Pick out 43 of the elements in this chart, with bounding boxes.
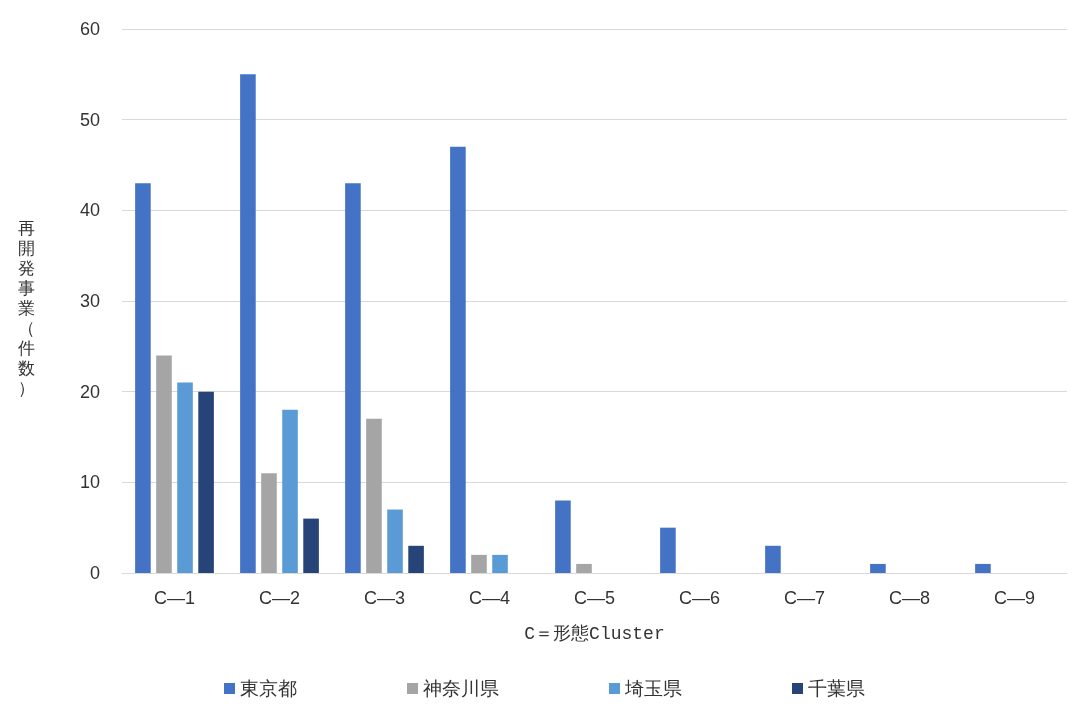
x-axis-title: C＝形態Cluster — [524, 624, 665, 644]
y-tick-label: 10 — [79, 472, 100, 493]
x-tick-label: C—8 — [888, 588, 931, 608]
x-tick-label: C—3 — [363, 588, 406, 608]
x-tick-label: C—1 — [153, 588, 196, 608]
y-tick-label: 20 — [79, 381, 100, 402]
bar — [261, 473, 277, 573]
x-tick-label: C—9 — [993, 588, 1036, 608]
y-tick-label: 50 — [79, 109, 100, 130]
bar — [450, 146, 466, 573]
bar — [240, 74, 256, 573]
bar — [471, 554, 487, 573]
legend-label: 埼玉県 — [624, 678, 682, 699]
legend-label: 千葉県 — [808, 678, 865, 699]
bar — [870, 563, 886, 573]
y-tick-label: 30 — [79, 291, 100, 311]
bar — [282, 409, 298, 573]
bar — [555, 500, 571, 573]
bar — [135, 183, 151, 573]
y-tick-label: 60 — [79, 19, 100, 39]
y-tick-label: 0 — [89, 563, 100, 583]
x-tick-label: C—5 — [573, 588, 616, 608]
x-tick-label: C—2 — [258, 588, 301, 608]
bar — [345, 183, 361, 573]
bar — [975, 563, 991, 573]
bar — [765, 545, 781, 573]
bar — [576, 563, 592, 573]
bar — [303, 518, 319, 573]
y-tick-label: 40 — [79, 200, 100, 221]
bar — [156, 355, 172, 573]
bar — [492, 554, 508, 573]
x-tick-label: C—7 — [783, 588, 826, 608]
legend-label: 東京都 — [240, 678, 297, 699]
bar — [408, 545, 424, 573]
text: 再開発事業（件数） — [18, 218, 35, 398]
bar — [387, 509, 403, 573]
bar — [177, 382, 193, 573]
bar — [366, 418, 382, 573]
x-tick-label: C—6 — [678, 588, 721, 608]
bar — [198, 391, 214, 573]
bar — [660, 527, 676, 573]
legend-label: 神奈川県 — [423, 678, 499, 699]
x-tick-label: C—4 — [468, 588, 511, 608]
